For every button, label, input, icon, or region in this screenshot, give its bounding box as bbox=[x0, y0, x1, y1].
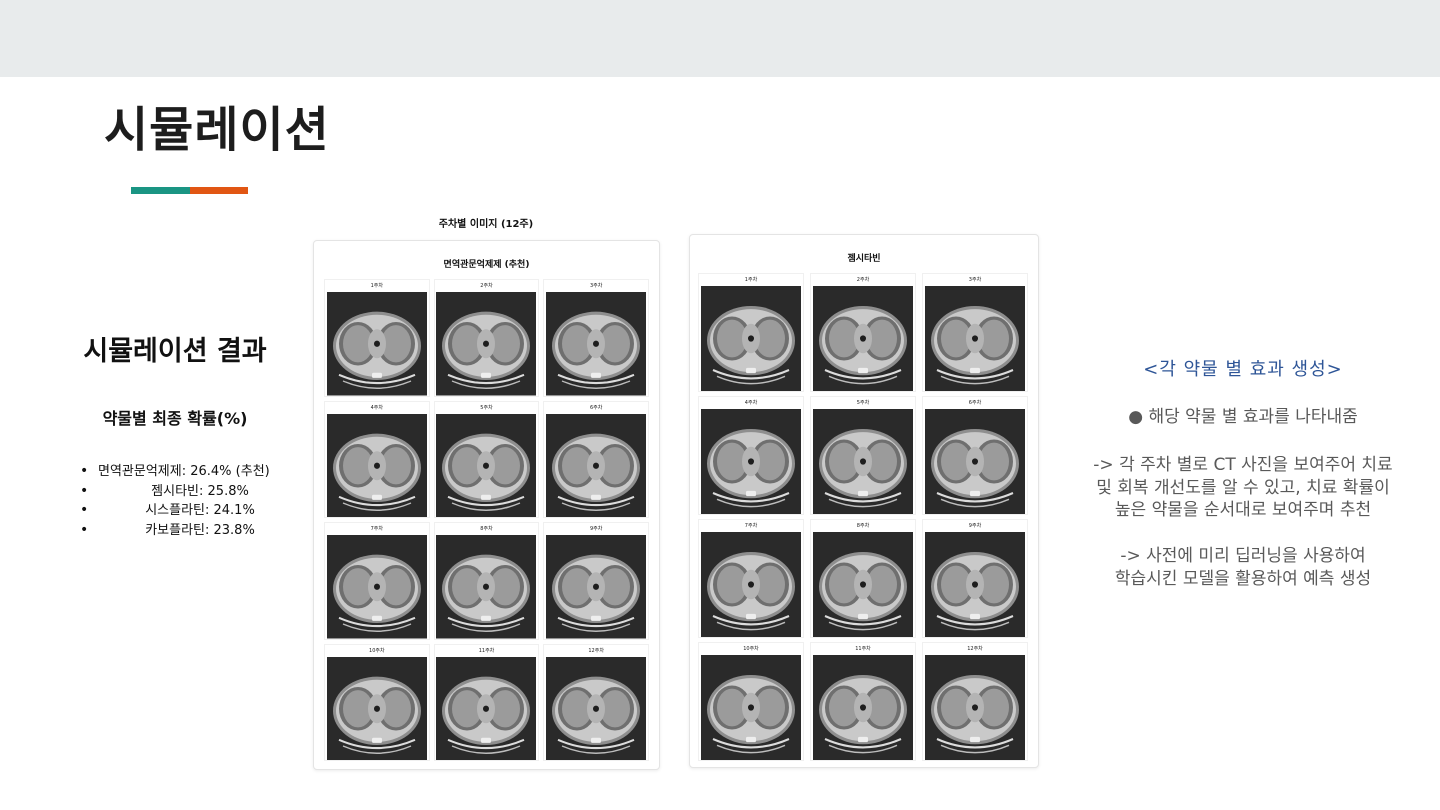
ct-thumbnail: 9주차 bbox=[922, 519, 1028, 638]
ct-thumbnail: 10주차 bbox=[324, 643, 430, 761]
ct-scan-image bbox=[701, 286, 801, 391]
week-label: 7주차 bbox=[744, 523, 758, 529]
ct-scan-image bbox=[326, 413, 427, 517]
ct-thumbnail: 6주차 bbox=[922, 396, 1028, 515]
probability-list: 면역관문억제제: 26.4% (추천) 젬시타빈: 25.8% 시스플라틴: 2… bbox=[80, 462, 310, 540]
ct-scan-image bbox=[701, 655, 801, 760]
ct-scan-image bbox=[813, 655, 913, 760]
ct-panel-immunotherapy: 면역관문억제제 (추천) 1주차 2주차 3주차 4주차 5주차 bbox=[313, 240, 660, 770]
week-label: 1주차 bbox=[744, 277, 758, 283]
notes-heading: <각 약물 별 효과 생성> bbox=[1143, 359, 1343, 380]
notes-paragraph-2: -> 사전에 미리 딥러닝을 사용하여 학습시킨 모델을 활용하여 예측 생성 bbox=[1060, 545, 1426, 590]
week-label: 12주차 bbox=[588, 647, 604, 654]
accent-bar-teal bbox=[131, 187, 190, 194]
week-label: 9주차 bbox=[968, 523, 982, 529]
ct-scan-image bbox=[546, 656, 647, 760]
week-label: 9주차 bbox=[589, 526, 603, 532]
ct-thumbnail: 8주차 bbox=[810, 519, 916, 638]
notes-line: 및 회복 개선도를 알 수 있고, 치료 확률이 bbox=[1096, 477, 1390, 498]
week-label: 2주차 bbox=[856, 277, 870, 283]
ct-thumbnail: 7주차 bbox=[698, 519, 804, 638]
ct-thumbnail: 1주차 bbox=[698, 273, 804, 392]
ct-scan-image bbox=[326, 535, 427, 639]
notes-bullet: ● 해당 약물 별 효과를 나타내줌 bbox=[1128, 407, 1358, 427]
week-label: 4주차 bbox=[744, 400, 758, 406]
ct-grid: 1주차 2주차 3주차 4주차 5주차 bbox=[324, 279, 649, 761]
probability-title: 약물별 최종 확률(%) bbox=[102, 409, 248, 428]
ct-scan-image bbox=[436, 292, 537, 396]
ct-thumbnail: 3주차 bbox=[543, 279, 649, 397]
probability-item: 카보플라틴: 23.8% bbox=[80, 521, 310, 541]
notes-line: 학습시킨 모델을 활용하여 예측 생성 bbox=[1114, 568, 1372, 589]
probability-item: 면역관문억제제: 26.4% (추천) bbox=[80, 462, 310, 482]
ct-scan-image bbox=[813, 532, 913, 637]
ct-thumbnail: 6주차 bbox=[543, 400, 649, 518]
ct-thumbnail: 4주차 bbox=[698, 396, 804, 515]
ct-thumbnail: 2주차 bbox=[433, 279, 540, 397]
ct-scan-image bbox=[701, 409, 801, 514]
week-label: 2주차 bbox=[480, 283, 493, 289]
ct-thumbnail: 3주차 bbox=[922, 273, 1028, 392]
ct-scan-image bbox=[813, 409, 913, 514]
week-label: 4주차 bbox=[370, 404, 384, 411]
notes-line: -> 사전에 미리 딥러닝을 사용하여 bbox=[1120, 546, 1366, 566]
slide-title: 시뮬레이션 bbox=[104, 102, 330, 158]
week-label: 12주차 bbox=[967, 646, 983, 652]
results-heading: 시뮬레이션 결과 bbox=[83, 336, 267, 367]
ct-thumbnail: 12주차 bbox=[922, 642, 1028, 761]
ct-grid: 1주차 2주차 3주차 4주차 5주차 bbox=[698, 273, 1028, 761]
ct-thumbnail: 11주차 bbox=[810, 642, 916, 761]
probability-item: 젬시타빈: 25.8% bbox=[80, 482, 310, 502]
week-label: 10주차 bbox=[369, 647, 385, 654]
ct-scan-image bbox=[546, 535, 647, 639]
top-banner bbox=[0, 0, 1440, 77]
week-label: 8주차 bbox=[856, 523, 870, 529]
ct-scan-image bbox=[436, 656, 537, 760]
ct-thumbnail: 7주차 bbox=[324, 522, 430, 640]
week-label: 6주차 bbox=[589, 404, 603, 411]
probability-item: 시스플라틴: 24.1% bbox=[80, 501, 310, 521]
ct-thumbnail: 9주차 bbox=[543, 522, 649, 640]
ct-panel-gemcitabine: 젬시타빈 1주차 2주차 3주차 4주차 5주차 bbox=[689, 234, 1039, 768]
week-label: 1주차 bbox=[370, 283, 384, 289]
week-label: 5주차 bbox=[480, 404, 493, 411]
ct-thumbnail: 5주차 bbox=[433, 400, 540, 518]
ct-thumbnail: 2주차 bbox=[810, 273, 916, 392]
week-label: 5주차 bbox=[856, 400, 870, 406]
ct-scan-image bbox=[326, 292, 427, 396]
ct-scan-image bbox=[546, 292, 647, 396]
week-label: 3주차 bbox=[589, 283, 603, 289]
panel-title: 젬시타빈 bbox=[847, 254, 881, 264]
ct-thumbnail: 5주차 bbox=[810, 396, 916, 515]
ct-thumbnail: 11주차 bbox=[433, 643, 540, 761]
ct-scan-image bbox=[925, 286, 1025, 391]
week-label: 7주차 bbox=[370, 526, 384, 532]
week-label: 11주차 bbox=[855, 646, 871, 652]
notes-paragraph-1: -> 각 주차 별로 CT 사진을 보여주어 치료 및 회복 개선도를 알 수 … bbox=[1060, 454, 1426, 522]
ct-thumbnail: 12주차 bbox=[543, 643, 649, 761]
ct-scan-image bbox=[925, 655, 1025, 760]
week-label: 10주차 bbox=[743, 646, 759, 652]
ct-scan-image bbox=[925, 409, 1025, 514]
ct-scan-image bbox=[436, 413, 537, 517]
week-label: 11주차 bbox=[478, 647, 495, 654]
week-label: 6주차 bbox=[968, 400, 982, 406]
ct-thumbnail: 10주차 bbox=[698, 642, 804, 761]
ct-thumbnail: 8주차 bbox=[433, 522, 540, 640]
notes-line: 높은 약물을 순서대로 보여주며 추천 bbox=[1114, 500, 1372, 520]
ct-scan-image bbox=[701, 532, 801, 637]
panel-caption: 주차별 이미지 (12주) bbox=[438, 219, 534, 230]
panel-title: 면역관문억제제 (추천) bbox=[443, 260, 530, 270]
ct-scan-image bbox=[813, 286, 913, 391]
ct-scan-image bbox=[546, 413, 647, 517]
notes-line: -> 각 주차 별로 CT 사진을 보여주어 치료 bbox=[1093, 455, 1393, 475]
week-label: 8주차 bbox=[480, 526, 493, 532]
ct-thumbnail: 1주차 bbox=[324, 279, 430, 397]
ct-scan-image bbox=[436, 535, 537, 639]
week-label: 3주차 bbox=[968, 277, 982, 283]
ct-scan-image bbox=[925, 532, 1025, 637]
accent-bar-orange bbox=[190, 187, 248, 194]
ct-scan-image bbox=[326, 656, 427, 760]
ct-thumbnail: 4주차 bbox=[324, 400, 430, 518]
